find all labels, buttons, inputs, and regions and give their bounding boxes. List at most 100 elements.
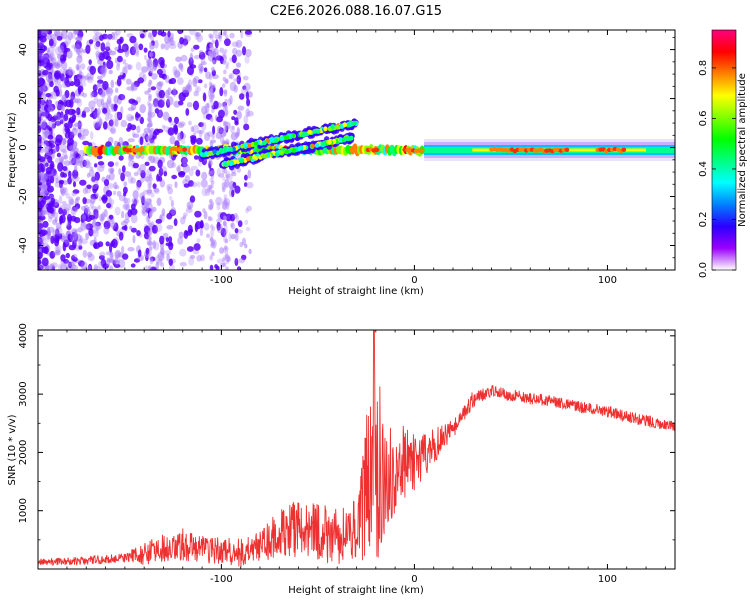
- spectrogram-noise-cell: [179, 248, 187, 257]
- spectrogram-noise-cell: [142, 30, 149, 33]
- spectrogram-noise-cell: [148, 231, 152, 236]
- spectrogram-noise-cell: [221, 257, 226, 263]
- spectrogram-noise-cell: [228, 74, 233, 79]
- spectrogram-noise-cell: [180, 157, 188, 165]
- spectrogram-noise-cell: [64, 109, 70, 115]
- spectrogram-noise-cell: [86, 184, 92, 190]
- spectrogram-noise-cell: [244, 243, 248, 249]
- spectrogram-noise-cell: [48, 120, 55, 129]
- spectrogram-noise-cell: [114, 119, 119, 127]
- spectrogram-noise-cell: [66, 142, 74, 151]
- spectrogram-noise-cell: [231, 125, 235, 130]
- spectrogram-noise-cell: [105, 87, 114, 95]
- spectrogram-noise-cell: [38, 174, 41, 180]
- spectrogram-noise-cell: [147, 66, 151, 72]
- spectrogram-noise-cell: [236, 167, 242, 173]
- spectrogram-noise-cell: [138, 71, 145, 79]
- spectrogram-noise-cell: [224, 34, 229, 40]
- spectrogram-noise-cell: [229, 95, 233, 105]
- track-core-cell: [208, 151, 213, 157]
- spectrogram-noise-cell: [76, 64, 80, 71]
- spectrogram-noise-cell: [47, 185, 54, 193]
- track-core-cell: [212, 149, 217, 155]
- spectrogram-noise-cell: [234, 185, 241, 194]
- track-core-cell: [307, 129, 312, 135]
- spectrogram-noise-cell: [209, 49, 215, 57]
- spectrogram-noise-cell: [146, 100, 151, 106]
- spectrogram-noise-cell: [55, 120, 61, 127]
- spectrogram-noise-cell: [215, 196, 223, 206]
- spectrogram-noise-cell: [97, 116, 102, 125]
- spectrogram-noise-cell: [170, 207, 177, 216]
- spectrogram-noise-cell: [103, 220, 111, 230]
- spectrogram-noise-cell: [58, 207, 63, 215]
- spectrogram-noise-cell: [68, 196, 74, 205]
- track-core-cell: [252, 154, 257, 160]
- spectrogram-noise-cell: [157, 81, 164, 87]
- spectrogram-noise-cell: [91, 175, 95, 181]
- spectrogram-noise-cell: [65, 193, 71, 199]
- spectrogram-noise-cell: [61, 49, 65, 56]
- spectrogram-noise-cell: [236, 110, 242, 120]
- track-core-cell: [274, 138, 279, 143]
- spectrogram-noise-cell: [137, 167, 142, 175]
- spectrogram-noise-cell: [223, 89, 228, 95]
- spectrogram-noise-cell: [136, 179, 142, 188]
- spectrogram-noise-cell: [71, 229, 77, 237]
- spectrogram-noise-cell: [244, 182, 248, 187]
- spectrogram-noise-cell: [201, 105, 208, 115]
- spectrogram-noise-cell: [83, 226, 91, 231]
- spectrogram-noise-cell: [201, 121, 207, 131]
- spectrogram-noise-cell: [117, 112, 122, 118]
- spectrogram-noise-cell: [211, 39, 216, 45]
- spectrogram-noise-cell: [76, 35, 83, 43]
- track-core-cell: [284, 135, 290, 140]
- spectrogram-noise-cell: [71, 192, 77, 197]
- spectrogram-noise-cell: [124, 171, 132, 177]
- spectrogram-noise-cell: [95, 32, 103, 37]
- spectrogram-noise-cell: [62, 138, 67, 145]
- spectrogram-noise-cell: [135, 113, 141, 118]
- spectrogram-noise-cell: [147, 231, 152, 237]
- spectrogram-noise-cell: [244, 55, 250, 64]
- spectrogram-noise-cell: [122, 59, 127, 65]
- spectrogram-noise-cell: [236, 75, 241, 85]
- spectrogram-noise-cell: [77, 120, 83, 128]
- spectrogram-noise-cell: [103, 121, 108, 130]
- spectrogram-noise-cell: [85, 223, 94, 231]
- spectrogram-noise-cell: [216, 125, 222, 134]
- spectrogram-noise-cell: [57, 162, 64, 172]
- spectrogram-noise-cell: [208, 73, 213, 81]
- spectrogram-noise-cell: [79, 128, 86, 133]
- spectrogram-noise-cell: [97, 75, 103, 80]
- track-core-cell: [335, 124, 340, 130]
- spectrogram-noise-cell: [143, 47, 148, 53]
- spectrogram-noise-cell: [123, 201, 130, 211]
- spectrogram-noise-cell: [101, 71, 106, 77]
- spectrogram-noise-cell: [200, 61, 207, 66]
- spectrogram-noise-cell: [123, 218, 130, 224]
- spectrogram-noise-cell: [99, 90, 106, 97]
- spectrogram-noise-cell: [108, 69, 113, 75]
- spectrogram-noise-cell: [44, 265, 50, 270]
- spectrogram-noise-cell: [149, 259, 154, 265]
- spectrogram-noise-cell: [98, 118, 103, 127]
- spectrogram-noise-cell: [210, 103, 215, 109]
- spectrogram-noise-cell: [180, 54, 188, 62]
- spectrogram-noise-cell: [64, 76, 70, 86]
- spectrogram-noise-cell: [71, 152, 76, 159]
- spectrogram-noise-cell: [126, 86, 134, 91]
- spectrogram-noise-cell: [148, 155, 153, 161]
- spectrogram-noise-cell: [139, 116, 144, 125]
- colorbar-tick-label: 0.0: [698, 262, 709, 278]
- spectrogram-noise-cell: [136, 181, 141, 191]
- spectrogram-noise-cell: [47, 134, 54, 140]
- spectrogram-noise-cell: [108, 172, 115, 181]
- spectrogram-noise-cell: [233, 78, 239, 83]
- spectrogram-noise-cell: [214, 264, 219, 269]
- spectrogram-noise-cell: [50, 58, 55, 63]
- spectrogram-noise-cell: [103, 209, 108, 218]
- spectrogram-noise-cell: [98, 260, 104, 270]
- spectrogram-noise-cell: [112, 190, 117, 196]
- spectrogram-noise-cell: [157, 109, 161, 118]
